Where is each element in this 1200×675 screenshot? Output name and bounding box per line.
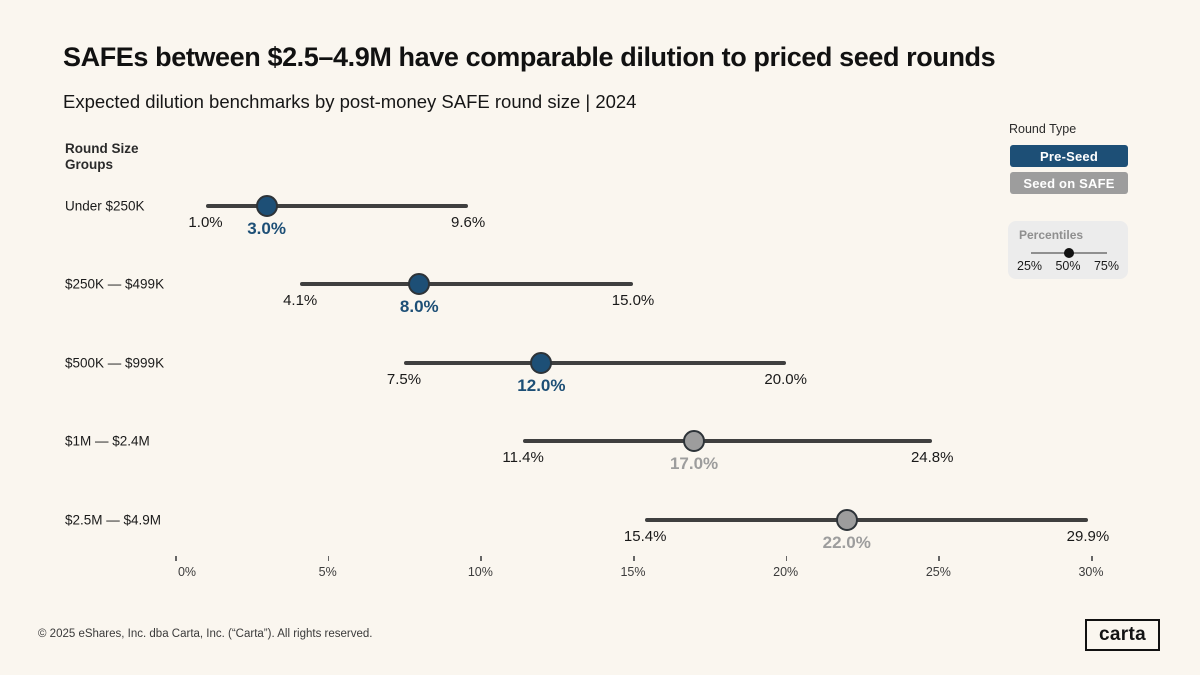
p75-label: 15.0% <box>611 292 655 310</box>
x-axis-tick-label: 15% <box>620 565 646 579</box>
x-axis-tick <box>633 556 635 561</box>
x-axis-tick <box>938 556 940 561</box>
x-axis-tick-label: 10% <box>467 565 493 579</box>
p75-label: 9.6% <box>451 214 486 231</box>
median-dot[interactable] <box>530 351 553 374</box>
row-label: Under $250K <box>65 198 145 214</box>
group-axis-label: Round Size Groups <box>65 141 139 172</box>
percentiles-title: Percentiles <box>1019 228 1084 242</box>
p25-label: 1.0% <box>188 214 223 231</box>
row-label: $2.5M — $4.9M <box>65 512 162 528</box>
x-axis-tick-label: 5% <box>318 565 337 579</box>
x-axis-tick-label: 25% <box>925 565 951 579</box>
x-axis-tick <box>480 556 482 561</box>
p25-label: 7.5% <box>386 370 422 388</box>
round-type-button-pre-seed[interactable]: Pre-Seed <box>1010 145 1128 167</box>
carta-logo-text: carta <box>1099 623 1146 645</box>
x-axis-tick-label: 0% <box>177 565 197 579</box>
row-label: $250K — $499K <box>65 276 165 292</box>
x-axis-tick <box>327 556 330 561</box>
round-type-button-pre-seed-label: Pre-Seed <box>1040 148 1098 164</box>
round-type-button-seed-on-safe-label: Seed on SAFE <box>1023 175 1115 191</box>
carta-logo: carta <box>1085 619 1160 651</box>
median-dot[interactable] <box>255 195 278 217</box>
copyright-text: © 2025 eShares, Inc. dba Carta, Inc. (“C… <box>38 628 373 640</box>
percentile-label-50: 50% <box>1055 259 1081 273</box>
x-axis-tick <box>175 556 177 561</box>
p75-label: 29.9% <box>1066 527 1110 545</box>
round-type-button-seed-on-safe[interactable]: Seed on SAFE <box>1010 172 1128 194</box>
row-label: $500K — $999K <box>65 355 165 371</box>
p75-label: 20.0% <box>764 370 807 388</box>
median-label: 17.0% <box>669 454 719 474</box>
percentile-slider-thumb[interactable] <box>1064 248 1074 258</box>
median-dot[interactable] <box>835 508 858 531</box>
x-axis-tick <box>785 556 788 561</box>
median-dot[interactable] <box>408 273 431 296</box>
page-subtitle: Expected dilution benchmarks by post-mon… <box>63 91 637 112</box>
percentile-label-75: 75% <box>1093 259 1119 273</box>
p25-label: 11.4% <box>502 449 544 467</box>
percentiles-panel: Percentiles 25% 50% 75% <box>1008 221 1128 279</box>
range-line <box>645 517 1088 522</box>
median-label: 3.0% <box>247 219 286 238</box>
p75-label: 24.8% <box>910 449 954 467</box>
x-axis-tick-label: 20% <box>773 565 799 579</box>
percentile-slider-track[interactable] <box>1031 248 1107 258</box>
p25-label: 4.1% <box>283 292 318 310</box>
median-label: 22.0% <box>822 532 871 552</box>
row-label: $1M — $2.4M <box>65 433 150 449</box>
legend-title: Round Type <box>1009 122 1077 136</box>
range-line <box>404 360 786 365</box>
percentile-labels: 25% 50% 75% <box>1008 259 1128 273</box>
median-dot[interactable] <box>683 430 706 453</box>
page-title: SAFEs between $2.5–4.9M have comparable … <box>63 42 996 72</box>
range-line <box>523 439 933 444</box>
x-axis-tick <box>1091 556 1093 561</box>
p25-label: 15.4% <box>623 527 667 545</box>
median-label: 12.0% <box>517 375 566 395</box>
x-axis-tick-label: 30% <box>1078 565 1104 579</box>
median-label: 8.0% <box>399 297 439 317</box>
range-line <box>300 282 633 287</box>
percentile-label-25: 25% <box>1017 259 1043 273</box>
range-line <box>205 204 469 208</box>
